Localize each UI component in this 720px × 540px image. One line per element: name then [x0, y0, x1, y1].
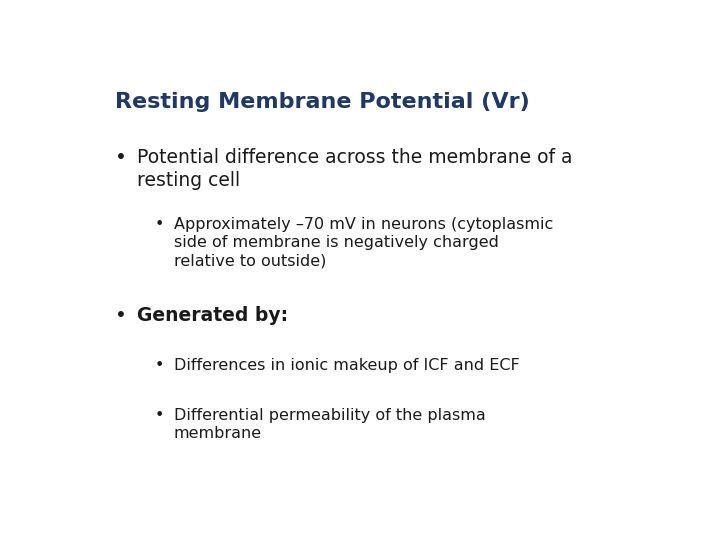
Text: •: • [154, 217, 163, 232]
Text: Potential difference across the membrane of a
resting cell: Potential difference across the membrane… [138, 148, 573, 191]
Text: Differential permeability of the plasma
membrane: Differential permeability of the plasma … [174, 408, 485, 441]
Text: •: • [115, 306, 127, 325]
Text: •: • [115, 148, 127, 167]
Text: Approximately –70 mV in neurons (cytoplasmic
side of membrane is negatively char: Approximately –70 mV in neurons (cytopla… [174, 217, 553, 269]
Text: Differences in ionic makeup of ICF and ECF: Differences in ionic makeup of ICF and E… [174, 358, 519, 373]
Text: Resting Membrane Potential (Vr): Resting Membrane Potential (Vr) [115, 92, 530, 112]
Text: •: • [154, 358, 163, 373]
Text: Generated by:: Generated by: [138, 306, 289, 325]
Text: •: • [154, 408, 163, 423]
